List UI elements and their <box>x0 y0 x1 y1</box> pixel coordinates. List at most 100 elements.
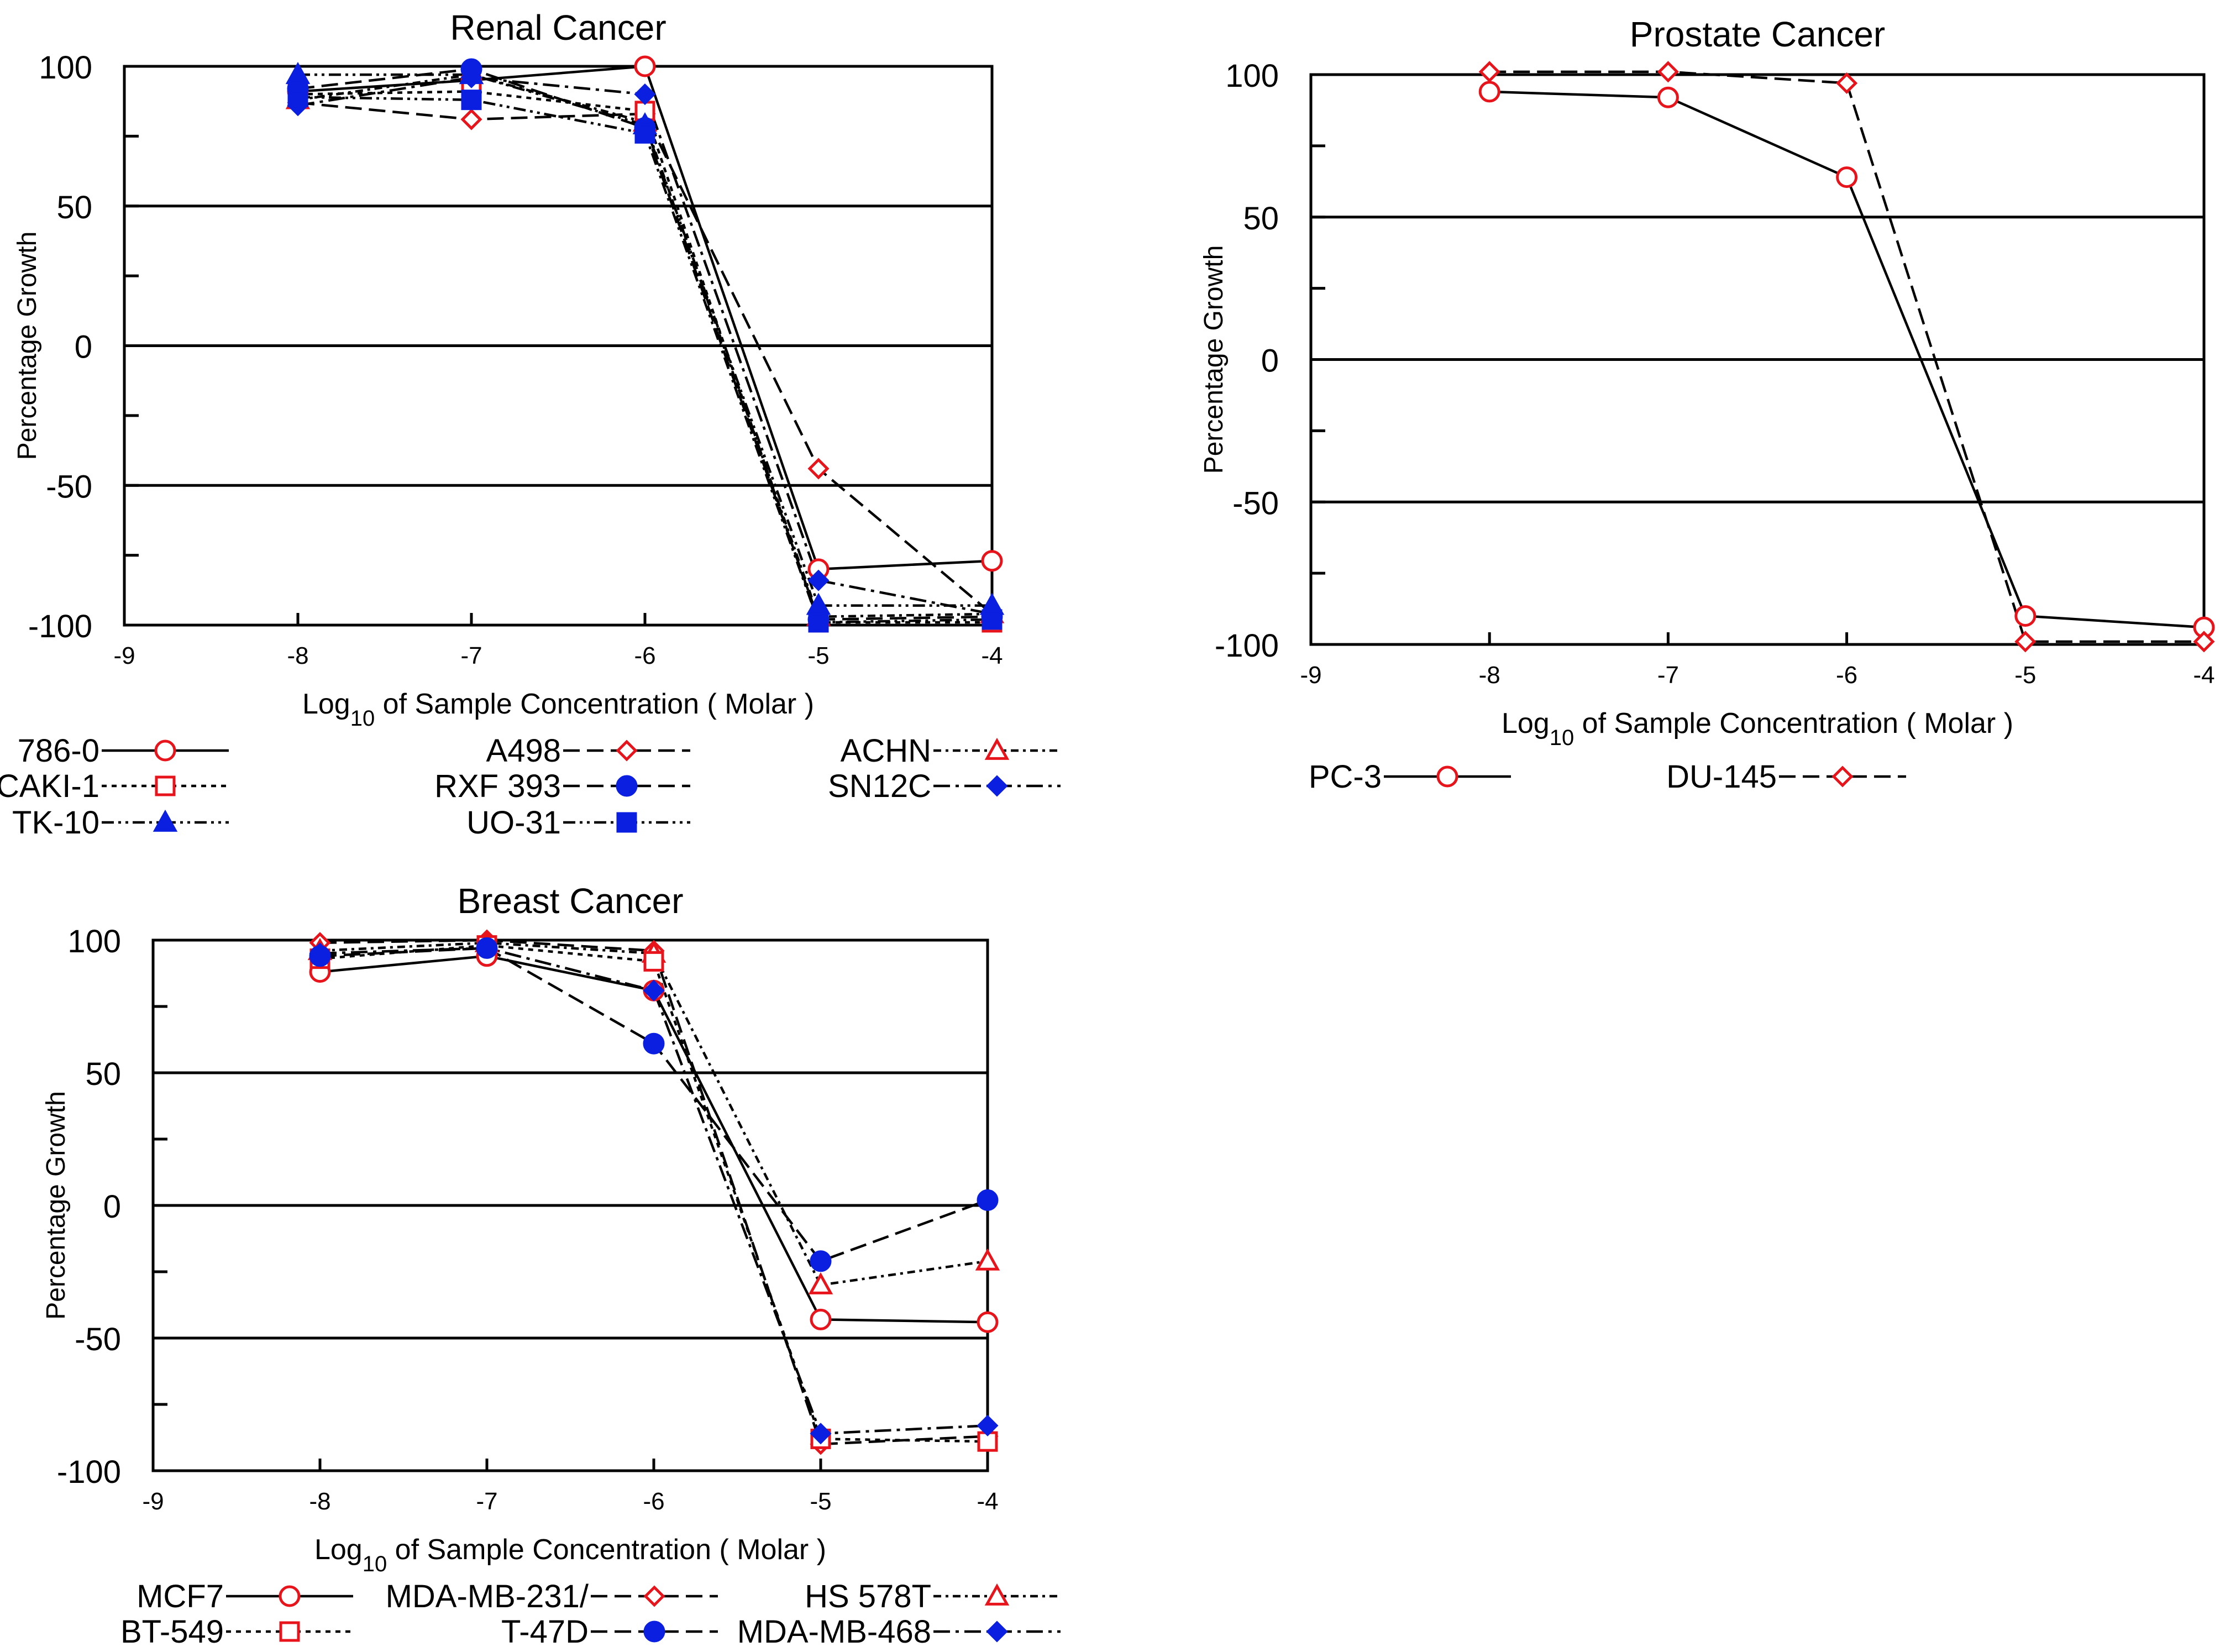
legend-marker <box>616 740 638 762</box>
legend-label: 786-0 <box>18 733 99 769</box>
renal-cancer-series-line-a498 <box>297 101 993 615</box>
legend-marker <box>616 812 637 833</box>
breast-cancer-point-hs-578t <box>808 1272 833 1294</box>
prostate-cancer-point-pc-3 <box>1478 81 1500 103</box>
legend-marker <box>153 809 178 832</box>
renal-cancer-point-a498 <box>807 458 830 480</box>
renal-cancer-x-tick-label: -4 <box>981 642 1003 669</box>
legend-label: SN12C <box>828 768 931 804</box>
breast-cancer-point-t-47d <box>643 1032 665 1055</box>
breast-cancer-point-mda-mb-468 <box>810 1423 832 1445</box>
breast-cancer-y-tick-label: 50 <box>85 1056 121 1092</box>
prostate-cancer-x-tick-label: -6 <box>1836 662 1857 689</box>
prostate-cancer-x-tick-label: -9 <box>1300 662 1321 689</box>
legend-marker <box>986 775 1008 797</box>
renal-cancer-legend-item-uo-31: UO-31 <box>466 805 690 841</box>
renal-cancer-x-tick-label: -8 <box>287 642 308 669</box>
renal-cancer-y-axis-label: Percentage Growth <box>13 232 42 460</box>
renal-cancer-legend-item-rxf-393: RXF 393 <box>434 768 690 804</box>
legend-label: TK-10 <box>12 805 99 841</box>
prostate-cancer-y-tick-label: -100 <box>1215 628 1279 664</box>
prostate-cancer-legend-item-pc-3: PC-3 <box>1309 759 1511 795</box>
renal-cancer-point-tk-10 <box>285 62 311 85</box>
prostate-cancer-point-du-145 <box>1478 61 1500 83</box>
renal-cancer-point-uo-31 <box>634 123 655 144</box>
renal-cancer-point-tk-10 <box>459 62 484 85</box>
legend-label: BT-549 <box>120 1614 224 1650</box>
prostate-cancer-y-tick-label: 100 <box>1225 58 1279 94</box>
renal-cancer-y-tick-label: 0 <box>75 329 92 365</box>
legend-label: UO-31 <box>466 805 561 841</box>
prostate-cancer-point-pc-3 <box>1836 166 1858 188</box>
renal-cancer-x-tick-label: -9 <box>113 642 135 669</box>
renal-cancer-point-786-0 <box>634 55 656 77</box>
renal-cancer-legend-item-a498: A498 <box>486 733 690 769</box>
legend-label: MDA-MB-468 <box>737 1614 931 1650</box>
prostate-cancer-x-tick-label: -5 <box>2014 662 2036 689</box>
legend-label: MCF7 <box>137 1578 224 1614</box>
prostate-cancer-point-du-145 <box>2014 631 2037 653</box>
legend-marker <box>1436 765 1458 788</box>
breast-cancer-legend-item-bt-549: BT-549 <box>120 1614 353 1650</box>
breast-cancer-point-bt-549 <box>643 951 664 972</box>
breast-cancer-x-tick-label: -4 <box>977 1488 998 1515</box>
prostate-cancer-y-tick-label: -50 <box>1232 485 1279 521</box>
breast-cancer-y-tick-label: 100 <box>67 924 121 959</box>
legend-label: RXF 393 <box>434 768 561 804</box>
breast-cancer-point-mda-mb-468 <box>476 937 498 959</box>
breast-cancer-x-tick-label: -9 <box>142 1488 164 1515</box>
legend-marker <box>154 740 176 762</box>
breast-cancer-series-line-mda-mb-231 <box>319 938 988 1446</box>
breast-cancer-title: Breast Cancer <box>457 881 683 921</box>
renal-cancer-series-line-uo-31 <box>297 96 993 624</box>
prostate-cancer-y-axis-label: Percentage Growth <box>1199 245 1229 474</box>
legend-marker <box>984 1583 1010 1606</box>
renal-cancer-x-axis-label: Log10 of Sample Concentration ( Molar ) <box>302 688 814 731</box>
renal-cancer-y-tick-label: 50 <box>56 190 92 225</box>
prostate-cancer-x-tick-label: -7 <box>1657 662 1679 689</box>
prostate-cancer-point-du-145 <box>1657 61 1679 83</box>
breast-cancer-series-line-bt-549 <box>319 944 988 1443</box>
breast-cancer-point-mcf7 <box>810 1308 832 1330</box>
legend-label: HS 578T <box>805 1578 931 1614</box>
legend-label: MDA-MB-231/ <box>386 1578 589 1614</box>
prostate-cancer-x-tick-label: -8 <box>1479 662 1500 689</box>
breast-cancer-point-mda-mb-468 <box>643 979 665 1001</box>
breast-cancer-x-tick-label: -5 <box>810 1488 831 1515</box>
breast-cancer-chart: Breast Cancer 100 50 0 -50 -100 -9 -8 -7 -6 -5 -4 Pe… <box>41 881 1061 1650</box>
legend-label: CAKI-1 <box>0 768 99 804</box>
renal-cancer-y-tick-label: -50 <box>46 469 92 505</box>
renal-cancer-series-line-tk-10 <box>298 73 992 607</box>
renal-cancer-legend-item-sn12c: SN12C <box>828 768 1061 804</box>
legend-label: PC-3 <box>1309 759 1382 795</box>
prostate-cancer-series-line-du-145 <box>1489 70 2204 643</box>
prostate-cancer-point-pc-3 <box>1657 86 1679 108</box>
legend-marker <box>1831 765 1854 788</box>
renal-cancer-y-tick-label: 100 <box>39 50 92 86</box>
breast-cancer-y-axis-label: Percentage Growth <box>41 1091 71 1320</box>
breast-cancer-x-tick-label: -7 <box>476 1488 497 1515</box>
breast-cancer-point-mcf7 <box>977 1311 999 1333</box>
renal-cancer-legend-item-achn: ACHN <box>841 733 1061 769</box>
prostate-cancer-point-pc-3 <box>2014 605 2037 627</box>
prostate-cancer-point-du-145 <box>1836 72 1858 95</box>
legend-label: DU-145 <box>1666 759 1777 795</box>
renal-cancer-point-a498 <box>460 108 482 130</box>
renal-cancer-chart: Renal Cancer 100 50 0 -50 -100 -9 -8 -7 -6 -5 -4 Per… <box>0 8 1061 841</box>
legend-marker <box>984 737 1010 760</box>
breast-cancer-y-tick-label: -100 <box>57 1454 121 1490</box>
prostate-cancer-title: Prostate Cancer <box>1630 14 1885 54</box>
legend-marker <box>279 1585 301 1607</box>
breast-cancer-point-mda-mb-468 <box>977 1414 999 1436</box>
renal-cancer-legend-item-tk-10: TK-10 <box>12 805 229 841</box>
breast-cancer-y-tick-label: -50 <box>75 1321 121 1357</box>
renal-cancer-point-sn12c <box>634 83 656 106</box>
legend-marker <box>279 1621 300 1642</box>
renal-cancer-point-uo-31 <box>982 609 1003 630</box>
renal-cancer-x-tick-label: -5 <box>807 642 829 669</box>
legend-marker <box>616 775 638 797</box>
legend-label: T-47D <box>501 1614 589 1650</box>
legend-marker <box>643 1620 665 1643</box>
renal-cancer-legend-item-caki-1: CAKI-1 <box>0 768 229 804</box>
renal-cancer-title: Renal Cancer <box>450 8 666 48</box>
